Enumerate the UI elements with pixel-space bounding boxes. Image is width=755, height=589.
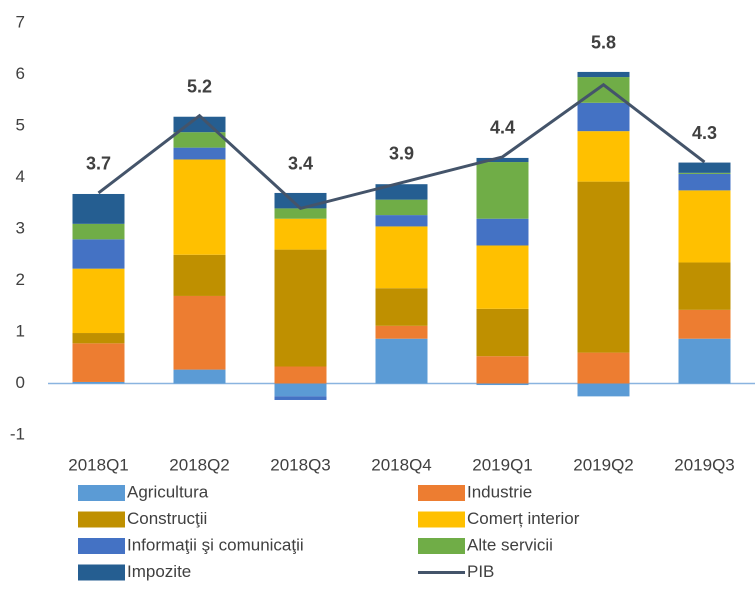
bar-segment <box>678 338 731 384</box>
data-label: 5.2 <box>187 76 212 96</box>
y-tick-label: 4 <box>16 167 25 186</box>
data-label: 3.4 <box>288 154 313 174</box>
bar-segment <box>577 71 630 78</box>
bar-segment <box>274 383 327 397</box>
legend-label: Alte servicii <box>467 535 553 554</box>
bar-segment <box>678 262 731 310</box>
y-tick-label: 6 <box>16 64 25 83</box>
data-label: 4.4 <box>490 118 515 138</box>
bar-segment <box>375 288 428 326</box>
bar-segment <box>375 199 428 216</box>
bar-segment <box>72 333 125 344</box>
data-label: 3.9 <box>389 143 414 163</box>
bar-segment <box>678 162 731 173</box>
bar-segment <box>678 190 731 263</box>
legend-swatch <box>418 538 465 554</box>
bar-segment <box>577 102 630 132</box>
bar-segment <box>678 173 731 191</box>
x-tick-label: 2018Q4 <box>371 455 432 474</box>
data-label: 3.7 <box>86 154 111 174</box>
x-tick-label: 2019Q3 <box>674 455 735 474</box>
bar-segment <box>476 356 529 384</box>
bar-segment <box>476 308 529 357</box>
bar-segment <box>375 215 428 227</box>
bar-segment <box>375 325 428 339</box>
x-tick-label: 2019Q2 <box>573 455 634 474</box>
bar-segment <box>678 309 731 339</box>
y-tick-label: -1 <box>10 424 25 443</box>
bar-segment <box>375 338 428 384</box>
bar-segment <box>173 254 226 296</box>
bar-segment <box>476 162 529 219</box>
bar-segment <box>678 172 731 174</box>
legend-swatch <box>418 511 465 528</box>
bar-segment <box>577 352 630 384</box>
y-tick-label: 7 <box>16 12 25 31</box>
bar-segment <box>476 157 529 163</box>
legend-label: Construcţii <box>127 509 207 528</box>
bar-segment <box>72 381 125 384</box>
legend-label: Informaţii şi comunicaţii <box>127 535 304 554</box>
x-tick-label: 2018Q3 <box>270 455 331 474</box>
y-tick-label: 5 <box>16 115 25 134</box>
y-tick-label: 3 <box>16 218 25 237</box>
legend-swatch <box>78 485 125 501</box>
y-tick-label: 2 <box>16 270 25 289</box>
x-tick-label: 2018Q1 <box>68 455 129 474</box>
legend-swatch <box>78 538 125 554</box>
bar-segment <box>577 383 630 397</box>
bar-segment <box>173 295 226 370</box>
y-tick-label: 1 <box>16 321 25 340</box>
legend-swatch <box>418 485 465 501</box>
x-tick-label: 2019Q1 <box>472 455 533 474</box>
bar-segment <box>274 192 327 209</box>
bar-segment <box>173 132 226 148</box>
bar-segment <box>476 245 529 309</box>
bar-segment <box>173 159 226 255</box>
y-tick-label: 0 <box>16 373 25 392</box>
line-series <box>97 82 706 211</box>
bar-segment <box>173 147 226 160</box>
bar-segment <box>274 208 327 219</box>
bar-segment <box>476 383 529 386</box>
bar-segment <box>577 181 630 353</box>
bar-segment <box>72 343 125 382</box>
bar-segment <box>274 396 327 400</box>
legend-swatch <box>78 511 125 528</box>
bar-segment <box>375 226 428 289</box>
bar-segment <box>375 184 428 200</box>
bar-segment <box>274 366 327 384</box>
bar-segment <box>72 239 125 269</box>
bar-segment <box>274 249 327 367</box>
bar-segment <box>72 223 125 240</box>
data-label: 5.8 <box>591 33 616 53</box>
bar-segment <box>476 218 529 246</box>
bar-segment <box>577 131 630 182</box>
bar-segment <box>173 369 226 384</box>
bar-segment <box>72 268 125 334</box>
legend-label: Comerț interior <box>467 509 580 528</box>
legend-label: Industrie <box>467 482 532 501</box>
bar-segment <box>274 218 327 250</box>
x-tick-label: 2018Q2 <box>169 455 230 474</box>
legend-label: Impozite <box>127 562 191 581</box>
legend-swatch <box>78 564 125 581</box>
legend-label: Agricultura <box>127 482 209 501</box>
data-label: 4.3 <box>692 123 717 143</box>
bar-segment <box>72 193 125 224</box>
legend-label: PIB <box>467 562 494 581</box>
